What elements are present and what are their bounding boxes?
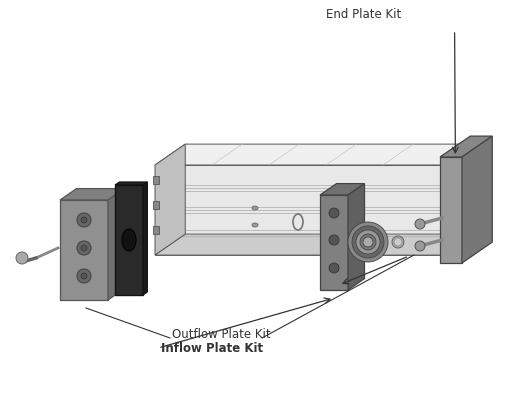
Circle shape bbox=[77, 213, 91, 227]
Circle shape bbox=[347, 222, 387, 262]
Ellipse shape bbox=[391, 236, 403, 248]
Polygon shape bbox=[155, 144, 469, 165]
Polygon shape bbox=[153, 226, 159, 234]
Polygon shape bbox=[155, 144, 185, 255]
Circle shape bbox=[356, 230, 379, 254]
Circle shape bbox=[362, 237, 372, 247]
Polygon shape bbox=[155, 165, 439, 255]
Circle shape bbox=[328, 235, 338, 245]
Polygon shape bbox=[319, 184, 364, 195]
Polygon shape bbox=[461, 136, 491, 263]
Text: Inflow Plate Kit: Inflow Plate Kit bbox=[161, 342, 263, 355]
Polygon shape bbox=[155, 234, 469, 255]
Circle shape bbox=[81, 217, 87, 223]
Polygon shape bbox=[153, 201, 159, 209]
Circle shape bbox=[81, 273, 87, 279]
Text: Outflow Plate Kit: Outflow Plate Kit bbox=[172, 328, 270, 341]
Polygon shape bbox=[60, 188, 124, 200]
Circle shape bbox=[414, 219, 424, 229]
Circle shape bbox=[328, 208, 338, 218]
Circle shape bbox=[414, 241, 424, 251]
Text: End Plate Kit: End Plate Kit bbox=[325, 8, 400, 21]
Polygon shape bbox=[439, 136, 491, 157]
Circle shape bbox=[81, 245, 87, 251]
Ellipse shape bbox=[122, 229, 136, 251]
Circle shape bbox=[16, 252, 28, 264]
Circle shape bbox=[351, 226, 383, 258]
Polygon shape bbox=[115, 182, 147, 185]
Circle shape bbox=[77, 241, 91, 255]
Polygon shape bbox=[439, 157, 461, 263]
Circle shape bbox=[328, 263, 338, 273]
Polygon shape bbox=[108, 188, 124, 300]
Polygon shape bbox=[319, 195, 347, 290]
Polygon shape bbox=[115, 185, 143, 295]
Polygon shape bbox=[60, 200, 108, 300]
Ellipse shape bbox=[251, 206, 258, 210]
Polygon shape bbox=[347, 184, 364, 290]
Polygon shape bbox=[153, 176, 159, 184]
Circle shape bbox=[359, 234, 375, 250]
Ellipse shape bbox=[251, 223, 258, 227]
Circle shape bbox=[393, 238, 401, 246]
Circle shape bbox=[77, 269, 91, 283]
Polygon shape bbox=[143, 182, 147, 295]
